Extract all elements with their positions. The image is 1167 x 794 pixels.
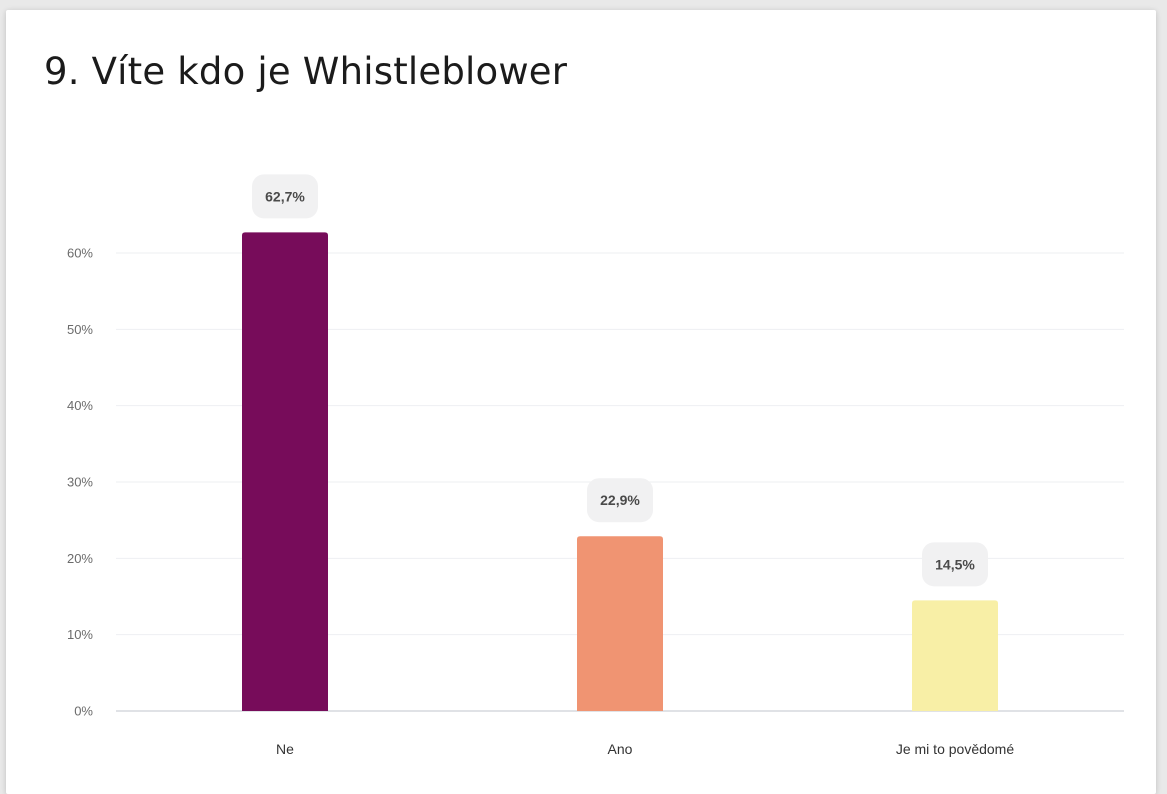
data-label: 22,9%	[600, 492, 640, 508]
bar	[242, 232, 328, 711]
bar	[577, 536, 663, 711]
data-label-background	[252, 174, 318, 219]
y-tick-label: 10%	[67, 627, 93, 642]
data-label: 14,5%	[935, 556, 975, 572]
data-label: 62,7%	[265, 188, 305, 204]
x-category-label: Ano	[608, 741, 633, 757]
y-tick-label: 60%	[67, 246, 93, 261]
y-tick-label: 20%	[67, 551, 93, 566]
y-tick-label: 0%	[74, 704, 93, 719]
data-label-background	[922, 542, 988, 587]
chart-title: 9. Víte kdo je Whistleblower	[44, 50, 568, 93]
y-tick-label: 50%	[67, 322, 93, 337]
data-label-background	[587, 478, 653, 523]
y-tick-label: 40%	[67, 398, 93, 413]
x-category-label: Je mi to povědomé	[896, 741, 1014, 757]
x-category-label: Ne	[276, 741, 294, 757]
y-tick-label: 30%	[67, 475, 93, 490]
bar	[912, 600, 998, 711]
